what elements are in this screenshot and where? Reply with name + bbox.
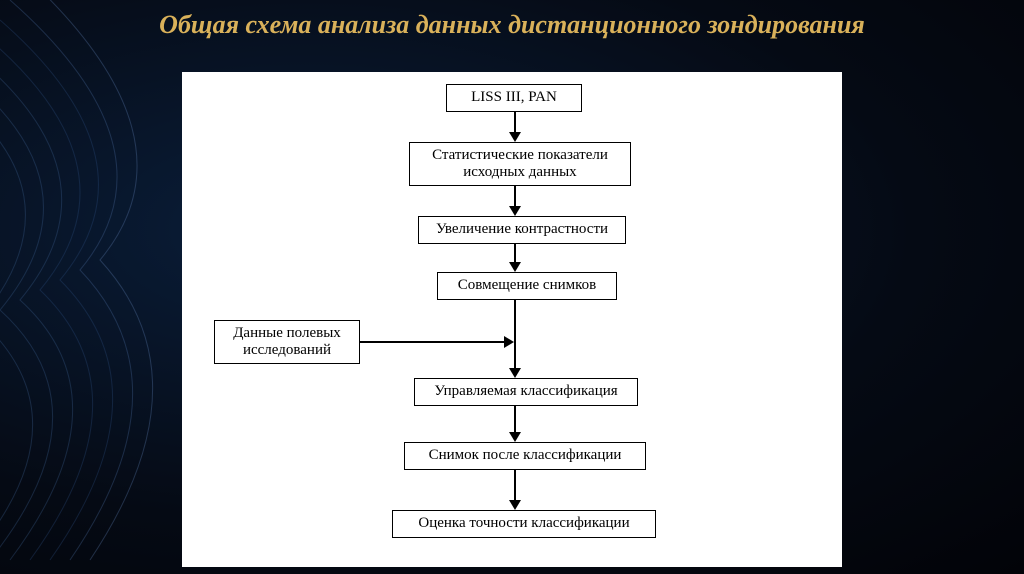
flow-node-n4: Совмещение снимков <box>437 272 617 300</box>
flow-node-n3: Увеличение контрастности <box>418 216 626 244</box>
flow-node-n1: LISS III, PAN <box>446 84 582 112</box>
flow-edge <box>514 470 516 510</box>
flow-edge <box>360 341 514 343</box>
flow-edge <box>514 112 516 142</box>
flow-edge <box>514 244 516 272</box>
flow-node-n2: Статистические показатели исходных данны… <box>409 142 631 186</box>
flow-node-n8: Оценка точности классификации <box>392 510 656 538</box>
slide-title: Общая схема анализа данных дистанционног… <box>0 10 1024 40</box>
flow-edge <box>514 186 516 216</box>
flow-node-n7: Снимок после классификации <box>404 442 646 470</box>
flowchart-panel: LISS III, PAN Статистические показатели и… <box>182 72 842 567</box>
flow-node-n5: Данные полевых исследований <box>214 320 360 364</box>
slide-title-text: Общая схема анализа данных дистанционног… <box>159 10 865 39</box>
flow-node-n6: Управляемая классификация <box>414 378 638 406</box>
flow-edge <box>514 300 516 378</box>
flow-edge <box>514 406 516 442</box>
